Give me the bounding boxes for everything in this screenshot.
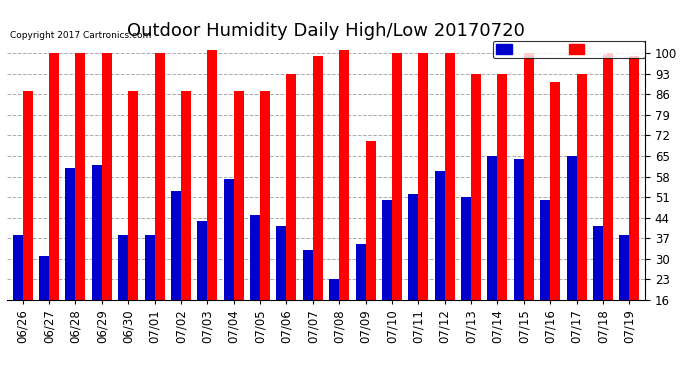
Title: Outdoor Humidity Daily High/Low 20170720: Outdoor Humidity Daily High/Low 20170720 <box>127 22 525 40</box>
Bar <box>155 53 165 300</box>
Bar <box>286 74 297 300</box>
Bar <box>181 91 191 300</box>
Bar <box>102 53 112 300</box>
Bar <box>408 194 418 300</box>
Bar <box>366 141 375 300</box>
Bar <box>435 171 445 300</box>
Bar <box>577 74 586 300</box>
Bar <box>39 256 49 300</box>
Bar <box>75 53 86 300</box>
Bar <box>382 200 392 300</box>
Bar <box>118 236 128 300</box>
Bar <box>603 53 613 300</box>
Bar <box>277 226 286 300</box>
Bar <box>234 91 244 300</box>
Bar <box>540 200 550 300</box>
Bar <box>171 191 181 300</box>
Text: Copyright 2017 Cartronics.com: Copyright 2017 Cartronics.com <box>10 31 151 40</box>
Bar <box>197 220 207 300</box>
Bar <box>303 250 313 300</box>
Legend: Low  (%), High  (%): Low (%), High (%) <box>493 41 645 58</box>
Bar <box>49 53 59 300</box>
Bar <box>629 56 640 300</box>
Bar <box>418 53 428 300</box>
Bar <box>566 156 577 300</box>
Bar <box>497 74 507 300</box>
Bar <box>355 244 366 300</box>
Bar <box>92 165 102 300</box>
Bar <box>23 91 32 300</box>
Bar <box>128 91 138 300</box>
Bar <box>224 180 234 300</box>
Bar <box>392 53 402 300</box>
Bar <box>487 156 497 300</box>
Bar <box>12 236 23 300</box>
Bar <box>471 74 481 300</box>
Bar <box>593 226 603 300</box>
Bar <box>313 56 323 300</box>
Bar <box>445 53 455 300</box>
Bar <box>207 50 217 300</box>
Bar <box>461 197 471 300</box>
Bar <box>524 53 534 300</box>
Bar <box>339 50 349 300</box>
Bar <box>550 82 560 300</box>
Bar <box>260 91 270 300</box>
Bar <box>250 215 260 300</box>
Bar <box>620 236 629 300</box>
Bar <box>145 236 155 300</box>
Bar <box>329 279 339 300</box>
Bar <box>514 159 524 300</box>
Bar <box>66 168 75 300</box>
